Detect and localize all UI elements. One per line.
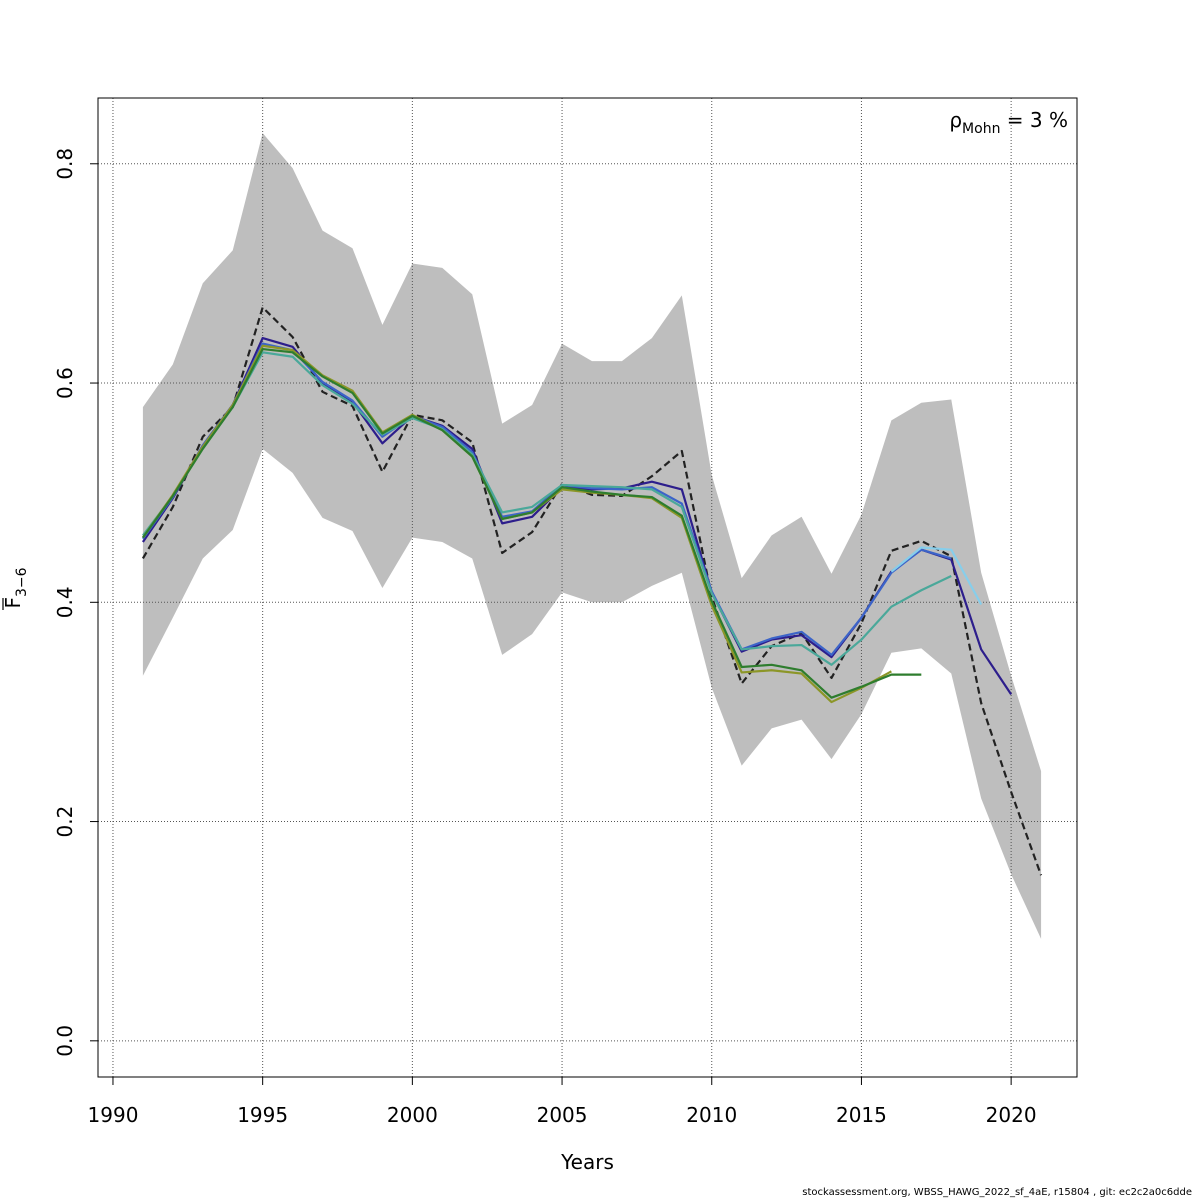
- x-tick-label: 2010: [686, 1103, 737, 1127]
- x-tick-label: 2000: [387, 1103, 438, 1127]
- mohn-rho-sub: Mohn: [962, 121, 1000, 137]
- y-axis-title-main: F: [1, 597, 25, 609]
- y-tick-label: 0.6: [53, 367, 77, 399]
- x-tick-label: 2020: [986, 1103, 1037, 1127]
- confidence-band-layer: [142, 133, 1042, 939]
- y-axis-title-sub: 3−6: [14, 567, 30, 597]
- footer-credit: stockassessment.org, WBSS_HAWG_2022_sf_4…: [802, 1187, 1192, 1198]
- axis-layer: 1990 1995 2000 2005 2010 2015 2020 0.0 0.2 0.4 0.6…: [53, 148, 1037, 1127]
- series-line-3: [890, 546, 983, 606]
- x-tick-label: 1990: [88, 1103, 139, 1127]
- x-tick-label: 2015: [836, 1103, 887, 1127]
- mohn-rho-annotation: ρMohn = 3 %: [949, 108, 1068, 137]
- series-layer: [141, 306, 1043, 876]
- series-line-0: [141, 306, 1043, 876]
- series-line-6: [142, 347, 922, 699]
- mohn-rho-symbol: ρ: [949, 108, 962, 132]
- series-line-4: [142, 351, 952, 666]
- x-tick-label: 2005: [537, 1103, 588, 1127]
- y-tick-label: 0.0: [53, 1025, 77, 1057]
- x-tick-label: 1995: [237, 1103, 288, 1127]
- confidence-band: [142, 133, 1042, 939]
- mohn-rho-value: = 3 %: [1000, 108, 1068, 132]
- svg-text:F3−6: F3−6: [1, 567, 30, 608]
- y-tick-label: 0.4: [53, 586, 77, 618]
- x-axis-title: Years: [560, 1150, 614, 1174]
- y-tick-label: 0.8: [53, 148, 77, 180]
- y-tick-label: 0.2: [53, 806, 77, 838]
- grid-layer: [98, 98, 1077, 1077]
- y-axis-title: F3−6: [1, 567, 30, 610]
